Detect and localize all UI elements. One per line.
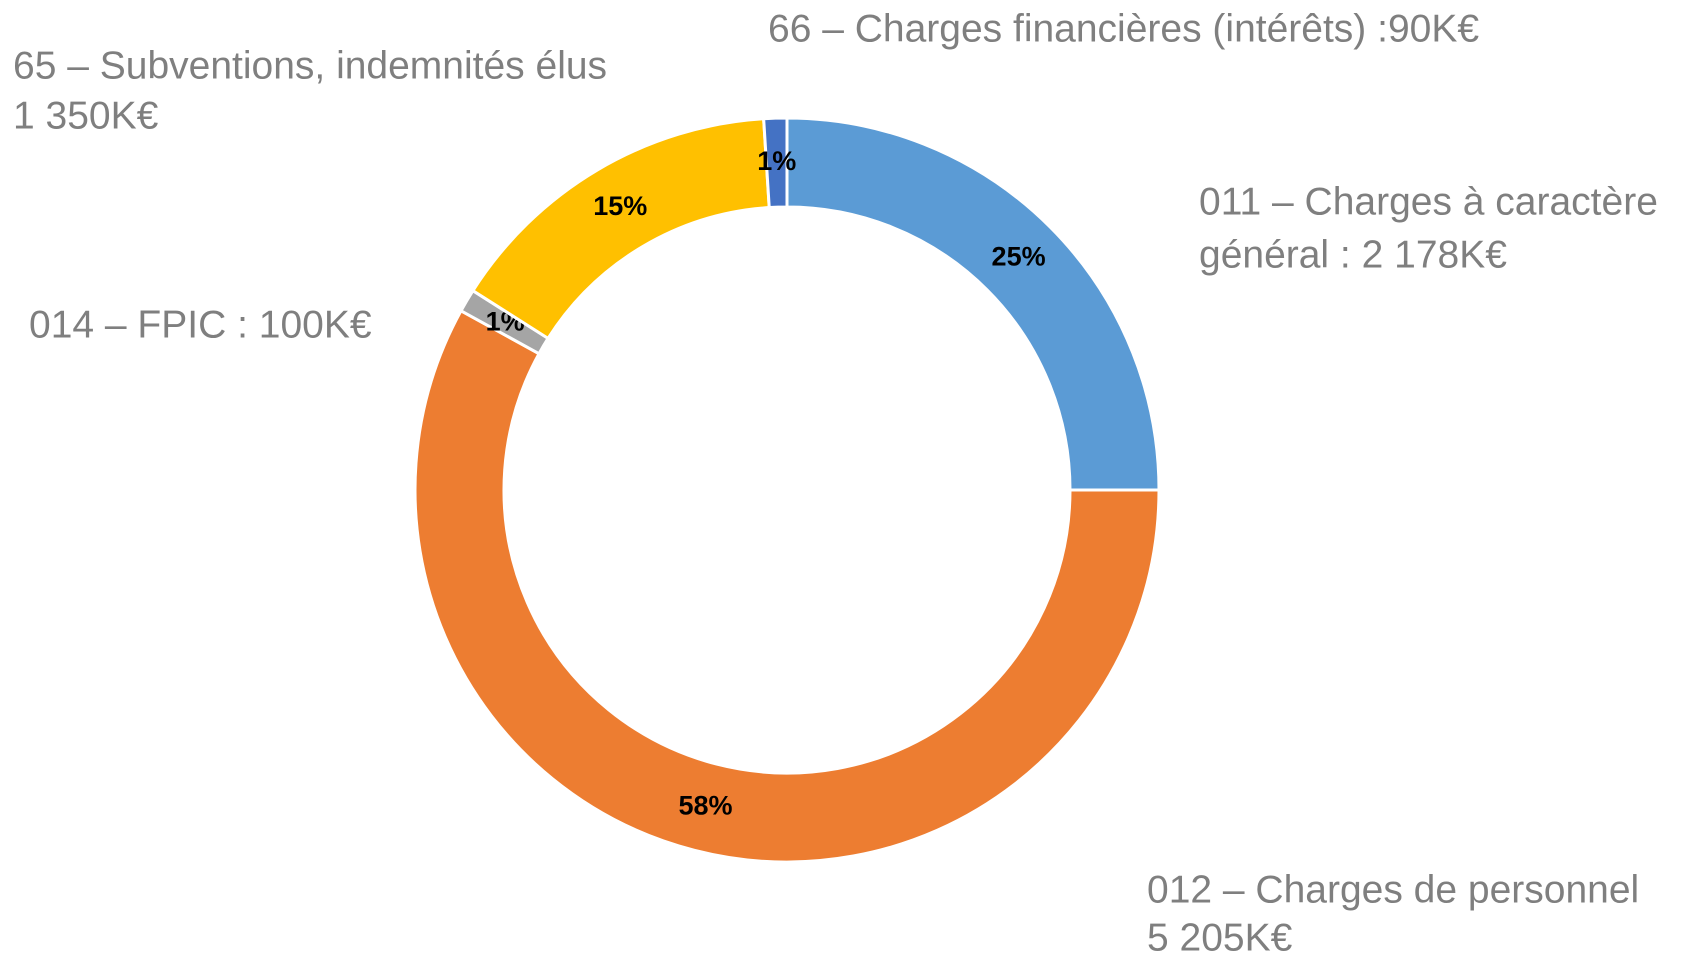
category-label: 1 350K€ (13, 94, 159, 137)
data-label: 1% (757, 146, 796, 176)
data-label: 15% (593, 191, 647, 221)
donut-segment (785, 116, 1161, 492)
category-label: 011 – Charges à caractère (1199, 180, 1658, 223)
category-label: 012 – Charges de personnel (1147, 868, 1639, 911)
donut-segment (762, 116, 789, 210)
category-label: général : 2 178K€ (1199, 233, 1507, 276)
category-label: 65 – Subventions, indemnités élus (13, 44, 607, 87)
donut-segment (470, 117, 771, 341)
data-label: 25% (992, 242, 1046, 272)
data-label: 58% (679, 790, 733, 820)
donut-segment (413, 308, 1161, 864)
category-label: 5 205K€ (1147, 916, 1293, 958)
category-label: 66 – Charges financières (intérêts) :90K… (768, 7, 1479, 50)
category-label: 014 – FPIC : 100K€ (29, 303, 372, 346)
